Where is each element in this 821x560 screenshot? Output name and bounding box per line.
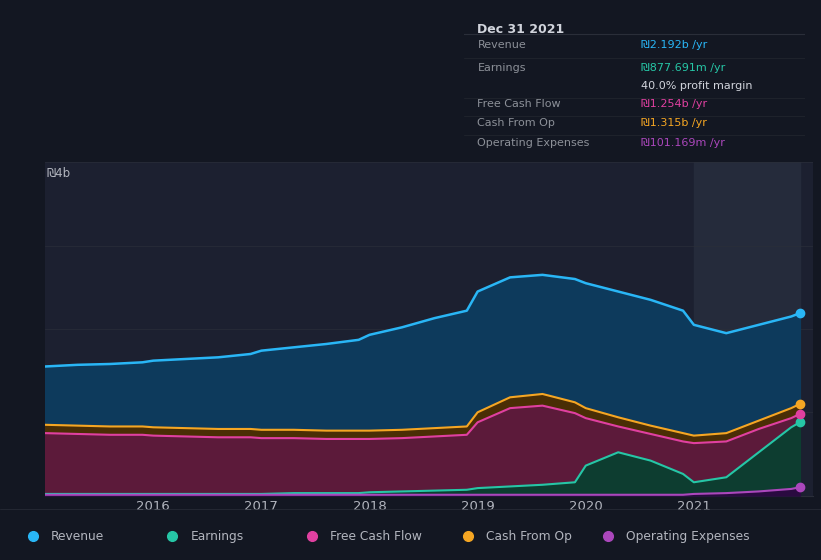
Text: ₪1.254b /yr: ₪1.254b /yr	[641, 99, 707, 109]
Text: Revenue: Revenue	[51, 530, 104, 543]
Text: Free Cash Flow: Free Cash Flow	[478, 99, 561, 109]
Text: Operating Expenses: Operating Expenses	[626, 530, 750, 543]
Text: Free Cash Flow: Free Cash Flow	[330, 530, 422, 543]
Text: ₪0: ₪0	[47, 479, 63, 492]
Text: ₪2.192b /yr: ₪2.192b /yr	[641, 40, 707, 50]
Text: Dec 31 2021: Dec 31 2021	[478, 23, 565, 36]
Text: ₪1.315b /yr: ₪1.315b /yr	[641, 118, 707, 128]
Text: ₪101.169m /yr: ₪101.169m /yr	[641, 138, 725, 148]
Text: Operating Expenses: Operating Expenses	[478, 138, 589, 148]
Text: Cash From Op: Cash From Op	[478, 118, 555, 128]
Text: ₪4b: ₪4b	[47, 167, 71, 180]
Bar	[694, 162, 800, 496]
Text: Cash From Op: Cash From Op	[486, 530, 572, 543]
Text: Earnings: Earnings	[478, 63, 526, 73]
Text: Earnings: Earnings	[190, 530, 244, 543]
Text: Revenue: Revenue	[478, 40, 526, 50]
Text: 40.0% profit margin: 40.0% profit margin	[641, 81, 753, 91]
Text: ₪877.691m /yr: ₪877.691m /yr	[641, 63, 725, 73]
